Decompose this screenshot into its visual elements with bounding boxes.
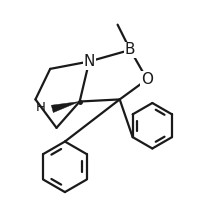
Text: O: O <box>141 72 153 87</box>
Text: N: N <box>84 54 95 69</box>
Polygon shape <box>51 101 80 113</box>
Text: H: H <box>36 101 46 114</box>
Text: B: B <box>125 42 135 57</box>
